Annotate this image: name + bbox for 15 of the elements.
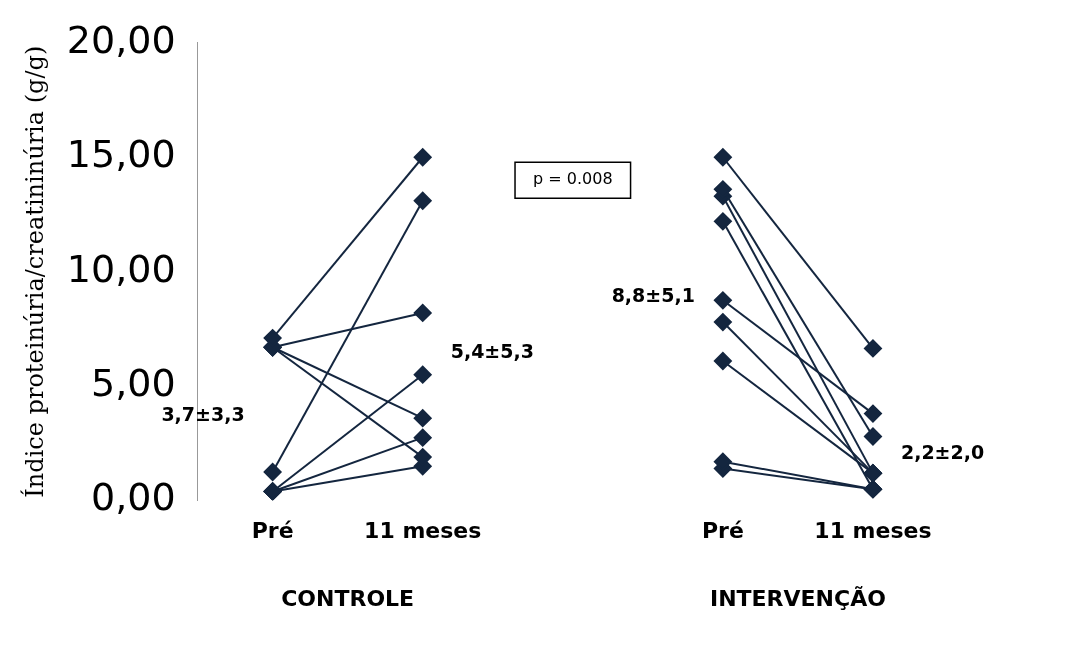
annotation: 5,4±5,3: [450, 340, 534, 363]
y-tick-label: 0,00: [90, 475, 176, 520]
annotation: 8,8±5,1: [611, 284, 695, 307]
text: CONTROLE: [281, 586, 415, 612]
y-tick-label: 20,00: [66, 17, 176, 62]
x-tick-label: 11 meses: [814, 517, 932, 543]
annotation: p = 0.008: [533, 169, 613, 189]
y-tick-label: 15,00: [66, 132, 176, 177]
x-tick-label: Pré: [251, 517, 294, 543]
x-tick-label: 11 meses: [364, 517, 482, 543]
text: INTERVENÇÃO: [709, 586, 886, 612]
y-tick-label: 10,00: [66, 246, 176, 291]
annotation: 2,2±2,0: [900, 440, 985, 463]
x-tick-label: Pré: [701, 517, 744, 543]
y-axis-title: Índice proteinúria/creatininúria (g/g): [19, 45, 49, 498]
